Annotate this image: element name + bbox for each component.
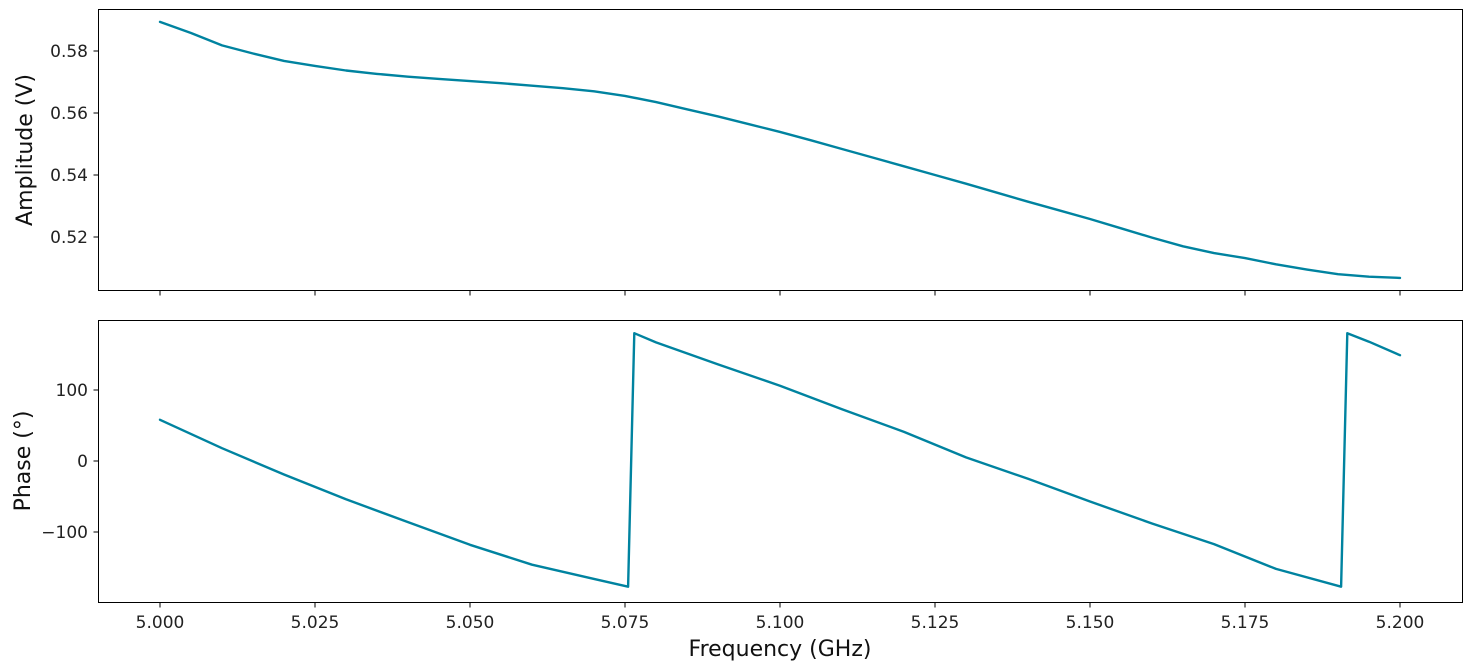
x-tick-label: 5.100	[756, 613, 805, 633]
phase-axes-frame	[98, 320, 1463, 603]
y-tick-label: 100	[56, 381, 88, 401]
frequency-x-axis-label: Frequency (GHz)	[689, 637, 872, 662]
phase-y-axis-label: Phase (°)	[11, 411, 36, 512]
x-tick-label: 5.050	[446, 613, 495, 633]
y-tick-label: 0.56	[50, 104, 88, 124]
amplitude-y-ticks: 0.52 0.54 0.56 0.58	[50, 42, 99, 248]
phase-x-ticks: 5.000 5.025 5.050 5.075 5.100 5.125 5.150 5.175…	[136, 602, 1425, 633]
y-tick-label: 0	[77, 452, 88, 472]
x-tick-label: 5.000	[136, 613, 185, 633]
phase-y-ticks: −100 0 100	[41, 381, 99, 543]
y-tick-label: 0.52	[50, 228, 88, 248]
x-tick-label: 5.150	[1066, 613, 1115, 633]
amplitude-x-ticks	[159, 290, 1401, 296]
x-tick-label: 5.125	[911, 613, 960, 633]
y-tick-label: 0.54	[50, 166, 88, 186]
amplitude-axes-frame	[98, 9, 1463, 291]
y-tick-label: −100	[41, 523, 88, 543]
y-tick-label: 0.58	[50, 42, 88, 62]
x-tick-label: 5.025	[291, 613, 340, 633]
phase-line	[158, 332, 1402, 588]
x-tick-label: 5.175	[1221, 613, 1270, 633]
amplitude-panel: 0.52 0.54 0.56 0.58 Amplitude (V)	[13, 9, 1463, 296]
x-tick-label: 5.075	[601, 613, 650, 633]
amplitude-line	[158, 20, 1402, 280]
amplitude-y-axis-label: Amplitude (V)	[13, 74, 38, 226]
x-tick-label: 5.200	[1376, 613, 1425, 633]
